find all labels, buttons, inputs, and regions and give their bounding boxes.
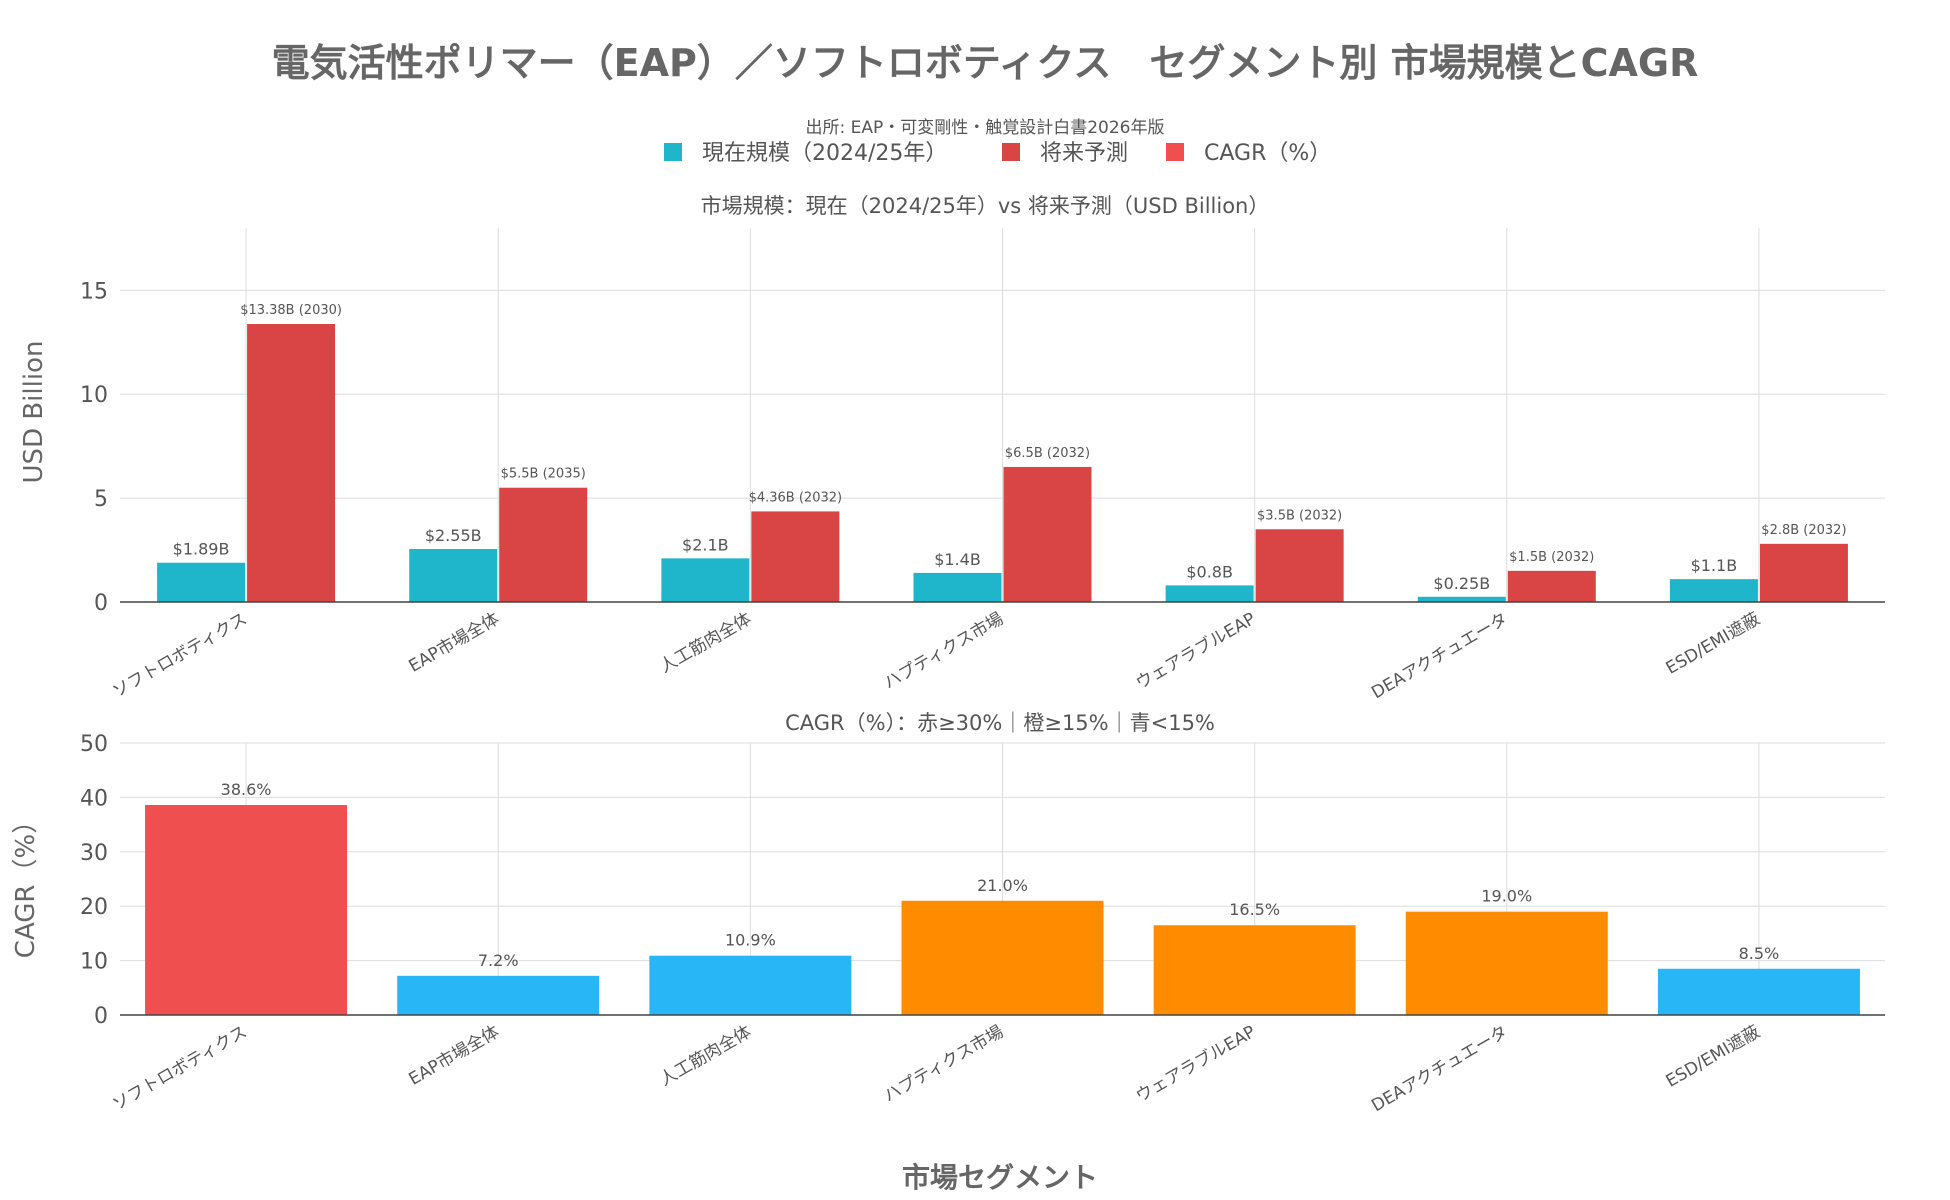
size-plot-area: 0 5 10 15 $1.89B $2.55B $2.1B $1.4B $0.8B $0.25B $… bbox=[80, 228, 1885, 703]
cagr-data-label: 8.5% bbox=[1739, 944, 1780, 963]
current-size-data-label: $1.4B bbox=[934, 550, 981, 569]
top-x-tick-label: ESD/EMI遮蔽 bbox=[1663, 609, 1764, 679]
top-x-tick-label: EAP市場全体 bbox=[406, 609, 503, 677]
chart-title: 電気活性ポリマー（EAP）／ソフトロボティクス セグメント別 市場規模とCAGR bbox=[272, 41, 1699, 85]
forecast-size-data-label: $5.5B (2035) bbox=[501, 467, 586, 482]
bottom-x-tick-label: ソフトロボティクス bbox=[109, 1022, 250, 1115]
bottom-x-tick-label: EAP市場全体 bbox=[406, 1022, 503, 1090]
bottom-y-tick-label: 20 bbox=[80, 895, 108, 920]
legend: 現在規模（2024/25年） 将来予測 CAGR（%） bbox=[664, 141, 1331, 166]
top-y-tick-label: 0 bbox=[94, 591, 108, 616]
bottom-y-tick-label: 50 bbox=[80, 732, 108, 757]
cagr-bar bbox=[1153, 925, 1356, 1015]
forecast-size-data-label: $6.5B (2032) bbox=[1005, 446, 1090, 461]
top-x-tick-label: ハプティクス市場 bbox=[881, 609, 1007, 694]
legend-label-current: 現在規模（2024/25年） bbox=[702, 141, 947, 166]
bottom-chart-title: CAGR（%）：赤≥30%｜橙≥15%｜青<15% bbox=[785, 711, 1215, 735]
current-size-bar bbox=[1165, 585, 1254, 602]
top-y-tick-label: 5 bbox=[94, 487, 108, 512]
cagr-plot-area: 0 10 20 30 40 50 38.6% 7.2% 10.9% 21.0% 16.5% 19.0%… bbox=[80, 732, 1885, 1116]
current-size-bar bbox=[1669, 579, 1758, 602]
top-x-tick-label: 人工筋肉全体 bbox=[657, 609, 755, 677]
forecast-size-bar bbox=[499, 487, 588, 602]
current-size-data-label: $2.55B bbox=[425, 526, 482, 545]
current-size-data-label: $0.25B bbox=[1433, 574, 1490, 593]
bottom-x-tick-label: ESD/EMI遮蔽 bbox=[1663, 1022, 1764, 1092]
legend-label-cagr: CAGR（%） bbox=[1204, 141, 1331, 166]
legend-swatch-forecast bbox=[1002, 143, 1020, 161]
current-size-data-label: $0.8B bbox=[1186, 562, 1233, 581]
top-chart-title: 市場規模：現在（2024/25年）vs 将来予測（USD Billion） bbox=[701, 194, 1270, 218]
forecast-size-bar bbox=[751, 511, 840, 602]
bottom-y-tick-label: 30 bbox=[80, 841, 108, 866]
cagr-bar bbox=[1657, 968, 1860, 1015]
x-axis-label: 市場セグメント bbox=[902, 1161, 1098, 1194]
cagr-bar bbox=[145, 805, 348, 1015]
forecast-size-data-label: $1.5B (2032) bbox=[1509, 550, 1594, 565]
current-size-data-label: $1.89B bbox=[173, 540, 230, 559]
forecast-size-bar bbox=[1759, 543, 1848, 602]
current-size-bar bbox=[409, 549, 498, 602]
cagr-bar bbox=[397, 975, 600, 1015]
forecast-size-data-label: $13.38B (2030) bbox=[240, 303, 342, 318]
forecast-size-bar bbox=[247, 323, 336, 602]
cagr-data-label: 38.6% bbox=[221, 780, 272, 799]
legend-swatch-current bbox=[664, 143, 682, 161]
current-size-bar bbox=[157, 562, 246, 602]
cagr-data-label: 19.0% bbox=[1481, 887, 1532, 906]
cagr-bar bbox=[901, 900, 1104, 1015]
cagr-data-label: 16.5% bbox=[1229, 900, 1280, 919]
forecast-size-bar bbox=[1507, 570, 1596, 602]
bottom-y-tick-label: 0 bbox=[94, 1004, 108, 1029]
current-size-data-label: $1.1B bbox=[1691, 556, 1738, 575]
current-size-data-label: $2.1B bbox=[682, 535, 729, 554]
cagr-data-label: 10.9% bbox=[725, 931, 776, 950]
top-y-tick-label: 10 bbox=[80, 383, 108, 408]
top-x-tick-label: ウェアラブルEAP bbox=[1132, 608, 1259, 693]
top-y-tick-label: 15 bbox=[80, 279, 108, 304]
bottom-x-tick-label: 人工筋肉全体 bbox=[657, 1022, 755, 1090]
legend-label-forecast: 将来予測 bbox=[1040, 141, 1128, 166]
legend-swatch-cagr bbox=[1166, 143, 1184, 161]
current-size-bar bbox=[913, 572, 1002, 602]
cagr-bar bbox=[649, 955, 852, 1015]
bottom-x-tick-label: DEAアクチュエータ bbox=[1368, 1022, 1511, 1116]
cagr-data-label: 7.2% bbox=[478, 951, 519, 970]
top-y-axis-label: USD Billion bbox=[19, 341, 49, 484]
forecast-size-bar bbox=[1003, 466, 1092, 602]
bottom-x-tick-label: ウェアラブルEAP bbox=[1132, 1021, 1259, 1106]
cagr-bar bbox=[1405, 911, 1608, 1015]
top-x-tick-label: DEAアクチュエータ bbox=[1368, 609, 1511, 703]
forecast-size-bar bbox=[1255, 529, 1344, 602]
bottom-x-tick-label: ハプティクス市場 bbox=[881, 1022, 1007, 1107]
forecast-size-data-label: $3.5B (2032) bbox=[1257, 508, 1342, 523]
top-x-tick-label: ソフトロボティクス bbox=[109, 609, 250, 702]
bottom-y-tick-label: 10 bbox=[80, 950, 108, 975]
forecast-size-data-label: $2.8B (2032) bbox=[1761, 523, 1846, 538]
current-size-bar bbox=[661, 558, 750, 602]
bottom-y-axis-label: CAGR（%） bbox=[11, 808, 41, 958]
bottom-y-tick-label: 40 bbox=[80, 786, 108, 811]
current-size-bar bbox=[1417, 596, 1506, 602]
cagr-data-label: 21.0% bbox=[977, 876, 1028, 895]
forecast-size-data-label: $4.36B (2032) bbox=[749, 490, 843, 505]
chart-subtitle: 出所: EAP・可変剛性・触覚設計白書2026年版 bbox=[805, 118, 1164, 138]
